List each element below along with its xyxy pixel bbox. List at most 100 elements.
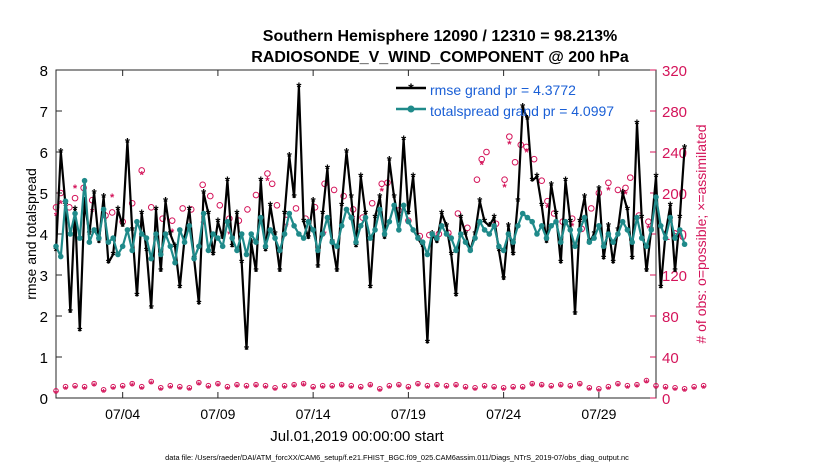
rmse-point: * [368, 280, 374, 295]
y-right-tick-label: 320 [662, 63, 687, 80]
rmse-point: * [315, 260, 321, 275]
obs-assimilated-marker: * [502, 182, 507, 194]
obs-possible-marker [510, 383, 516, 390]
rmse-line [54, 85, 686, 350]
totalspread-point [448, 235, 455, 241]
rmse-point: * [620, 186, 626, 201]
obs-assimilated-marker: * [654, 384, 658, 395]
totalspread-point [186, 223, 193, 229]
totalspread-point [177, 227, 183, 233]
totalspread-point [357, 223, 364, 229]
obs-assimilated-marker: * [73, 183, 78, 195]
rmse-point: * [239, 256, 245, 271]
obs-possible-marker [268, 180, 276, 188]
y-right-tick-label: 80 [662, 309, 679, 326]
totalspread-point [453, 247, 459, 254]
rmse-point: * [177, 280, 183, 295]
obs-assimilated-marker: * [530, 382, 534, 393]
totalspread-point [248, 231, 255, 237]
obs-assimilated-marker: * [340, 383, 344, 394]
legend-spread-label: totalspread grand pr = 4.0997 [430, 103, 614, 119]
rmse-point: * [453, 289, 459, 304]
obs-possible-marker [587, 205, 595, 212]
totalspread-point [81, 177, 88, 184]
rmse-point: * [634, 116, 640, 131]
totalspread-point [562, 218, 569, 225]
ticks-layer: 07/04 07/09 07/14 07/19 07/24 07/290123456780… [40, 63, 687, 422]
rmse-point: * [253, 264, 259, 279]
totalspread-point [277, 247, 283, 254]
totalspread-point [362, 214, 369, 221]
obs-assimilated-marker: * [664, 385, 668, 396]
obs-possible-marker [72, 382, 78, 389]
totalspread-point [291, 223, 297, 229]
obs-possible-marker [177, 383, 183, 390]
obs-assimilated-marker: * [683, 387, 687, 398]
obs-assimilated-marker: * [483, 384, 487, 395]
obs-possible-marker [586, 384, 593, 391]
totalspread-point [243, 251, 250, 258]
obs-assimilated-marker: * [435, 383, 439, 394]
obs-possible-marker [396, 381, 402, 388]
obs-assimilated-marker: * [349, 384, 353, 395]
totalspread-point [153, 231, 159, 237]
rmse-point: * [196, 297, 202, 312]
rmse-point: * [658, 280, 664, 295]
rmse-point: * [420, 239, 426, 254]
totalspread-point [486, 231, 493, 237]
totalspread-point [310, 227, 316, 233]
rmse-point: * [677, 211, 683, 226]
rmse-point: * [58, 145, 64, 160]
rmse-point: * [292, 190, 298, 205]
rmse-point: * [130, 223, 136, 238]
obs-possible-marker [329, 382, 335, 389]
totalspread-point [267, 227, 274, 233]
totalspread-point [577, 227, 583, 233]
totalspread-point [315, 247, 321, 254]
totalspread-point [443, 231, 450, 237]
rmse-point: * [225, 174, 231, 189]
totalspread-point [400, 202, 407, 209]
rmse-point: * [306, 231, 312, 246]
obs-possible-marker [377, 385, 383, 392]
legend-spread-marker [407, 105, 415, 113]
totalspread-point [234, 247, 240, 254]
rmse-point: * [377, 190, 383, 205]
rmse-point: * [392, 190, 398, 205]
rmse-point: * [515, 194, 521, 209]
obs-assimilated-marker: * [511, 385, 515, 396]
obs-assimilated-marker: * [59, 198, 64, 210]
obs-assimilated-marker: * [692, 385, 696, 396]
obs-possible-marker [119, 382, 126, 389]
obs-assimilated-marker: * [507, 139, 512, 151]
rmse-point: * [168, 227, 174, 242]
obs-assimilated-marker: * [635, 383, 639, 394]
rmse-point: * [149, 301, 155, 316]
rmse-point: * [496, 243, 502, 258]
obs-assimilated-marker: * [64, 385, 68, 396]
obs-assimilated-marker: * [578, 382, 582, 393]
obs-assimilated-marker: * [549, 384, 553, 395]
totalspread-point [543, 235, 550, 241]
obs-possible-marker [157, 384, 164, 391]
totalspread-point [262, 243, 269, 250]
obs-assimilated-marker: * [140, 385, 144, 396]
x-tick-label: 07/04 [105, 406, 140, 422]
obs-assimilated-marker: * [254, 383, 258, 394]
obs-possible-marker [538, 381, 545, 388]
rmse-point: * [287, 149, 293, 164]
y-left-tick-label: 1 [40, 350, 48, 367]
totalspread-point [77, 235, 83, 241]
totalspread-point [643, 243, 650, 250]
totalspread-point [510, 239, 516, 245]
obs-assimilated-marker: * [121, 384, 125, 395]
totalspread-point [462, 239, 469, 245]
obs-possible-marker [196, 379, 202, 386]
totalspread-point [653, 194, 659, 200]
obs-possible-marker [368, 199, 376, 207]
totalspread-point [429, 231, 435, 237]
rmse-point: * [525, 112, 531, 127]
totalspread-point [505, 231, 512, 237]
totalspread-point [343, 206, 350, 213]
